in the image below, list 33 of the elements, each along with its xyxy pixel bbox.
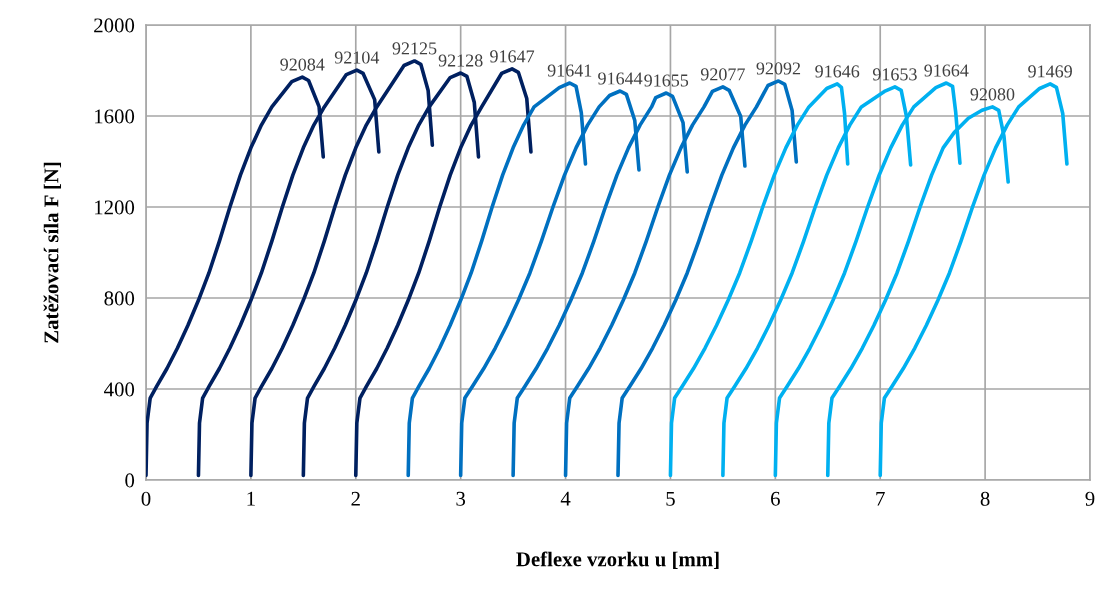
y-tick-label: 2000 [94,18,135,33]
series-label: 91644 [598,72,643,85]
series-label: 92128 [438,54,483,67]
series-label: 91647 [490,50,535,63]
y-tick-label: 800 [104,291,135,306]
series-label: 92084 [280,58,325,71]
x-tick-label: 4 [560,491,571,506]
series-label: 92125 [392,42,437,55]
x-tick-label: 6 [771,491,780,506]
x-tick-label: 5 [666,491,675,506]
series-label: 91664 [924,64,969,77]
series-label: 91469 [1028,65,1072,78]
y-tick-label: 400 [104,382,135,397]
series-label: 91641 [547,64,592,77]
x-tick-label: 9 [1085,491,1095,506]
series-label: 92077 [700,68,745,81]
series-label: 91655 [644,74,689,87]
x-tick-label: 1 [247,491,255,506]
y-tick-label: 1200 [95,200,135,215]
series-label: 91646 [815,65,860,78]
x-axis-title: Deflexe vzorku u [mm] [516,551,719,569]
series-label: 92092 [756,62,801,75]
series-label: 92080 [970,88,1015,101]
series-label: 91653 [872,68,917,81]
y-tick-label: 0 [125,473,135,488]
series-label: 92104 [334,51,380,64]
x-tick-label: 2 [351,491,360,506]
x-tick-label: 7 [876,491,885,506]
x-tick-label: 0 [141,491,151,506]
y-axis-title: Zatěžovací síla F [N] [43,162,62,343]
x-tick-label: 8 [980,491,990,506]
y-tick-label: 1600 [95,109,135,124]
x-tick-label: 3 [456,491,466,506]
